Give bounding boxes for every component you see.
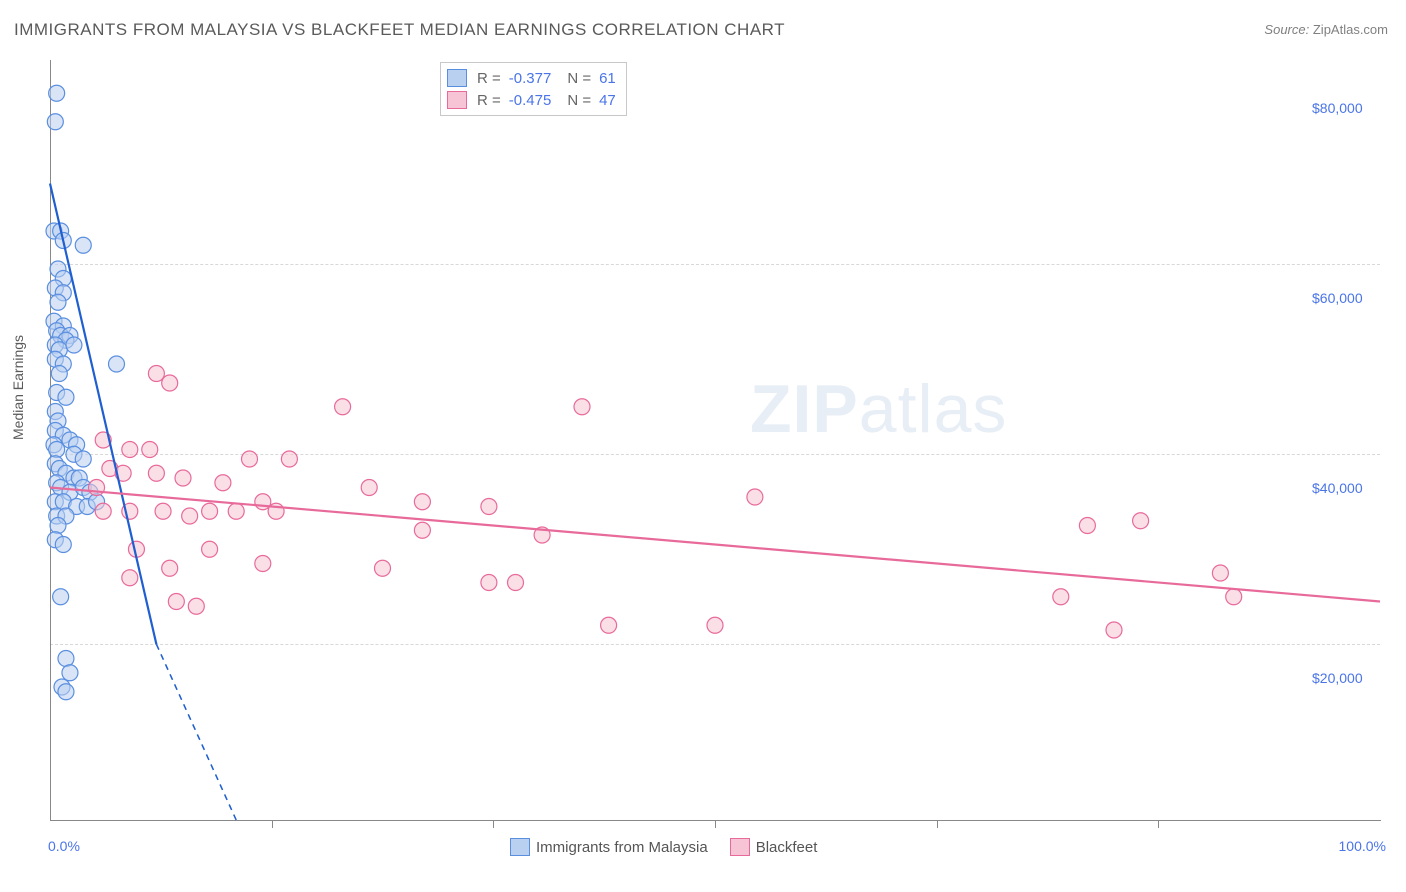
- data-point: [122, 570, 138, 586]
- data-point: [375, 560, 391, 576]
- data-point: [142, 442, 158, 458]
- data-point: [162, 375, 178, 391]
- x-tick-mark: [493, 820, 494, 828]
- legend-swatch-1: [447, 69, 467, 87]
- x-tick-mark: [1158, 820, 1159, 828]
- data-point: [574, 399, 590, 415]
- data-point: [215, 475, 231, 491]
- data-point: [1106, 622, 1122, 638]
- chart-title: IMMIGRANTS FROM MALAYSIA VS BLACKFEET ME…: [14, 20, 785, 40]
- series-legend: Immigrants from Malaysia Blackfeet: [510, 838, 817, 856]
- y-tick-label: $40,000: [1312, 480, 1363, 496]
- data-point: [1212, 565, 1228, 581]
- correlation-legend: R = -0.377 N = 61 R = -0.475 N = 47: [440, 62, 627, 116]
- r-label-2: R =: [477, 92, 501, 109]
- trend-line-dashed: [156, 644, 236, 820]
- y-axis-label: Median Earnings: [10, 335, 26, 440]
- x-tick-mark: [937, 820, 938, 828]
- data-point: [162, 560, 178, 576]
- legend-bottom-label-2: Blackfeet: [756, 839, 818, 856]
- legend-bottom-label-1: Immigrants from Malaysia: [536, 839, 708, 856]
- y-tick-label: $20,000: [1312, 670, 1363, 686]
- data-point: [53, 589, 69, 605]
- data-point: [47, 114, 63, 130]
- data-point: [62, 665, 78, 681]
- n-label-2: N =: [567, 92, 591, 109]
- legend-swatch-2: [447, 91, 467, 109]
- data-point: [75, 451, 91, 467]
- chart-container: IMMIGRANTS FROM MALAYSIA VS BLACKFEET ME…: [0, 0, 1406, 892]
- trend-line: [50, 184, 156, 645]
- data-point: [601, 617, 617, 633]
- plot-svg: [50, 60, 1380, 820]
- data-point: [707, 617, 723, 633]
- r-value-1: -0.377: [509, 70, 552, 87]
- data-point: [49, 442, 65, 458]
- data-point: [1053, 589, 1069, 605]
- data-point: [50, 518, 66, 534]
- data-point: [66, 337, 82, 353]
- y-tick-label: $80,000: [1312, 100, 1363, 116]
- legend-row-2: R = -0.475 N = 47: [447, 89, 616, 111]
- legend-row-1: R = -0.377 N = 61: [447, 67, 616, 89]
- data-point: [58, 389, 74, 405]
- data-point: [1226, 589, 1242, 605]
- data-point: [481, 575, 497, 591]
- source-value: ZipAtlas.com: [1313, 22, 1388, 37]
- r-value-2: -0.475: [509, 92, 552, 109]
- data-point: [1133, 513, 1149, 529]
- data-point: [188, 598, 204, 614]
- data-point: [202, 541, 218, 557]
- source-label: Source:: [1264, 22, 1309, 37]
- data-point: [58, 651, 74, 667]
- data-point: [155, 503, 171, 519]
- n-value-1: 61: [599, 70, 616, 87]
- legend-bottom-swatch-1: [510, 838, 530, 856]
- data-point: [414, 494, 430, 510]
- data-point: [414, 522, 430, 538]
- data-point: [182, 508, 198, 524]
- data-point: [361, 480, 377, 496]
- trend-line: [50, 488, 1380, 602]
- data-point: [242, 451, 258, 467]
- data-point: [168, 594, 184, 610]
- legend-bottom-swatch-2: [730, 838, 750, 856]
- source-credit: Source: ZipAtlas.com: [1264, 22, 1388, 37]
- data-point: [148, 366, 164, 382]
- data-point: [122, 442, 138, 458]
- x-tick-mark: [272, 820, 273, 828]
- data-point: [89, 480, 105, 496]
- data-point: [50, 294, 66, 310]
- data-point: [255, 556, 271, 572]
- data-point: [148, 465, 164, 481]
- data-point: [58, 684, 74, 700]
- r-label-1: R =: [477, 70, 501, 87]
- data-point: [335, 399, 351, 415]
- x-tick-max: 100.0%: [1339, 838, 1386, 854]
- data-point: [202, 503, 218, 519]
- x-tick-mark: [715, 820, 716, 828]
- data-point: [109, 356, 125, 372]
- data-point: [51, 366, 67, 382]
- data-point: [508, 575, 524, 591]
- n-value-2: 47: [599, 92, 616, 109]
- data-point: [747, 489, 763, 505]
- legend-item-1: Immigrants from Malaysia: [510, 838, 708, 856]
- data-point: [228, 503, 244, 519]
- data-point: [49, 85, 65, 101]
- data-point: [95, 503, 111, 519]
- data-point: [75, 237, 91, 253]
- data-point: [175, 470, 191, 486]
- data-point: [481, 499, 497, 515]
- y-tick-label: $60,000: [1312, 290, 1363, 306]
- x-tick-min: 0.0%: [48, 838, 80, 854]
- legend-item-2: Blackfeet: [730, 838, 818, 856]
- n-label-1: N =: [567, 70, 591, 87]
- data-point: [55, 537, 71, 553]
- data-point: [281, 451, 297, 467]
- data-point: [255, 494, 271, 510]
- data-point: [1079, 518, 1095, 534]
